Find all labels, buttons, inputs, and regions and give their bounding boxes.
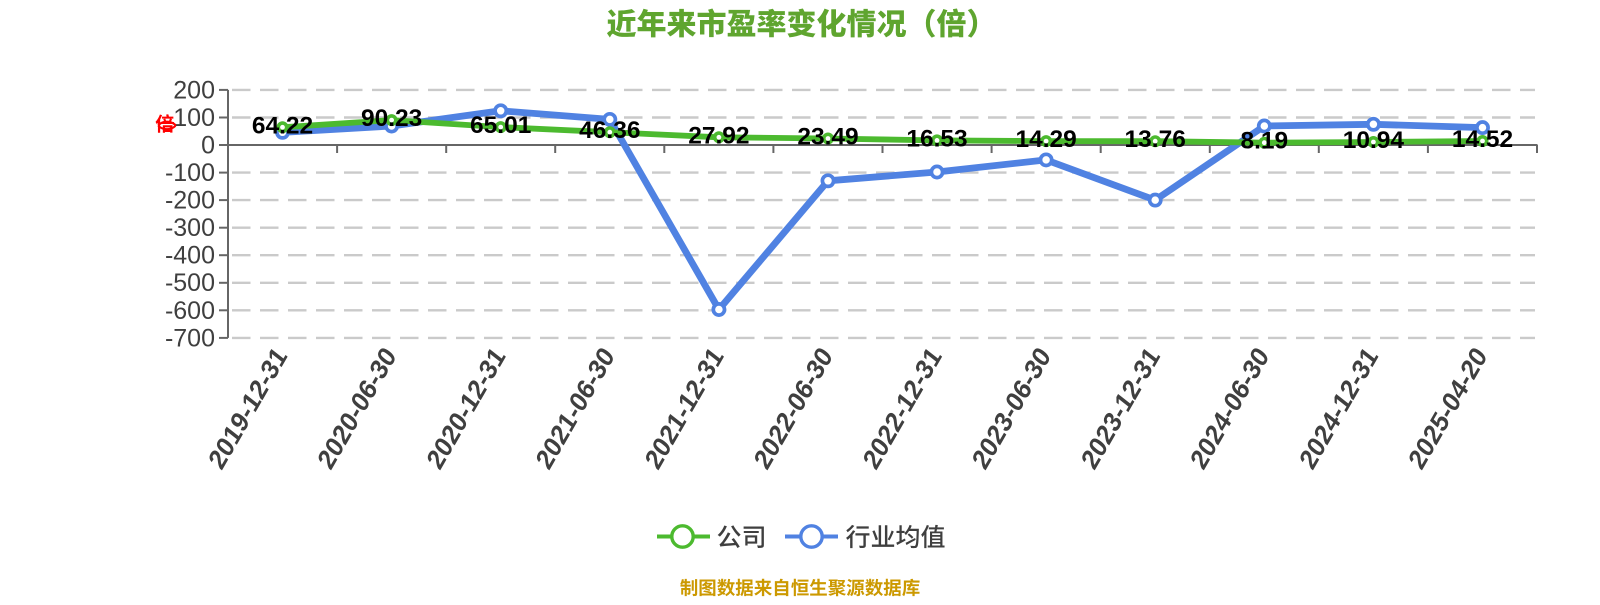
svg-text:27.92: 27.92	[688, 122, 749, 149]
svg-text:-200: -200	[165, 187, 215, 215]
svg-text:200: 200	[173, 76, 215, 104]
svg-text:46.36: 46.36	[579, 117, 640, 144]
svg-text:16.53: 16.53	[906, 125, 967, 152]
svg-text:-300: -300	[165, 214, 215, 242]
svg-text:-500: -500	[165, 269, 215, 297]
svg-text:-100: -100	[165, 159, 215, 187]
svg-text:8.19: 8.19	[1240, 128, 1288, 155]
svg-text:0: 0	[201, 132, 215, 160]
svg-text:23.49: 23.49	[797, 124, 858, 151]
svg-text:-600: -600	[165, 297, 215, 325]
svg-text:100: 100	[173, 104, 215, 132]
svg-text:90.23: 90.23	[361, 105, 422, 132]
svg-text:-700: -700	[165, 324, 215, 352]
svg-text:64.22: 64.22	[252, 112, 313, 139]
svg-text:65.01: 65.01	[470, 112, 531, 139]
svg-text:10.94: 10.94	[1343, 127, 1405, 154]
svg-text:14.29: 14.29	[1015, 126, 1076, 153]
svg-text:13.76: 13.76	[1125, 126, 1186, 153]
svg-text:14.52: 14.52	[1452, 126, 1513, 153]
svg-text:-400: -400	[165, 242, 215, 270]
